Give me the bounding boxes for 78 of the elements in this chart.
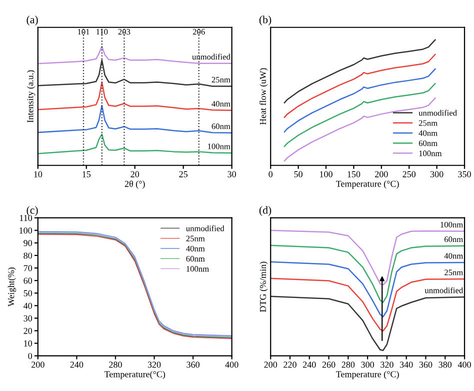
- y-tick-label: 30: [24, 315, 32, 322]
- x-tick-label: 0: [268, 171, 273, 178]
- x-tick-label: 260: [322, 362, 336, 368]
- legend-label: 40nm: [418, 130, 438, 136]
- x-tick-label: 400: [458, 362, 471, 368]
- x-tick-label: 300: [361, 362, 374, 368]
- x-tick-label: 20: [130, 171, 140, 178]
- y-tick-label: 10: [24, 340, 32, 346]
- x-tick-label: 350: [458, 171, 471, 178]
- legend-label: 100nm: [419, 150, 442, 156]
- series-label: 25nm: [444, 270, 463, 276]
- y-tick-label: 0: [28, 352, 32, 360]
- legend-label: 60nm: [186, 256, 205, 262]
- chart-title: (b): [259, 16, 272, 26]
- x-tick-label: 380: [438, 362, 452, 368]
- x-tick-label: 220: [284, 362, 296, 368]
- x-tick-label: 280: [109, 362, 122, 368]
- x-tick-label: 400: [225, 362, 238, 368]
- x-axis-title: Temperature (°C): [336, 370, 399, 380]
- series-label: 40nm: [212, 101, 230, 107]
- x-tick-label: 360: [186, 362, 200, 368]
- series-label: 100nm: [440, 222, 463, 228]
- y-tick-label: 70: [24, 265, 32, 272]
- y-tick-label: 110: [20, 214, 32, 222]
- series-label: 60nm: [212, 123, 230, 130]
- x-tick-label: 320: [148, 362, 161, 368]
- series-label: 60nm: [444, 236, 463, 242]
- x-tick-label: 200: [264, 362, 278, 368]
- y-tick-label: 40: [24, 302, 32, 309]
- chart-title: (c): [26, 206, 38, 216]
- annotation: 206: [192, 28, 205, 35]
- x-tick-label: 240: [70, 362, 84, 368]
- series-label: 25nm: [212, 76, 230, 82]
- x-tick-label: 360: [419, 362, 432, 368]
- x-tick-label: 300: [430, 171, 444, 178]
- legend-label: 60nm: [418, 140, 438, 146]
- chart-title: (d): [259, 206, 272, 216]
- y-tick-label: 90: [24, 240, 32, 246]
- y-axis-title: Weight(%): [8, 268, 16, 306]
- x-tick-label: 10: [34, 171, 42, 178]
- y-axis-title: Intensity (a.u.): [26, 70, 36, 122]
- x-tick-label: 150: [348, 171, 360, 178]
- x-tick-label: 320: [380, 362, 394, 368]
- x-tick-label: 340: [400, 362, 413, 368]
- x-axis-title: Temperature (°C): [336, 180, 399, 189]
- legend-label: unmodified: [418, 110, 457, 116]
- legend-label: 40nm: [186, 246, 205, 252]
- x-tick-label: 30: [228, 171, 236, 178]
- y-tick-label: 100: [20, 227, 32, 234]
- series-label: unmodified: [424, 287, 464, 294]
- x-axis-title: Temperature(°C): [104, 370, 166, 380]
- y-axis-title: DTG (%/min): [260, 262, 268, 312]
- y-tick-label: 20: [24, 328, 32, 334]
- legend-label: 25nm: [418, 120, 438, 126]
- x-tick-label: 200: [32, 362, 44, 368]
- y-tick-label: 60: [24, 278, 32, 284]
- legend-label: 25nm: [186, 236, 205, 242]
- x-tick-label: 50: [294, 171, 302, 178]
- x-tick-label: 25: [179, 171, 188, 178]
- x-tick-label: 200: [375, 171, 388, 178]
- x-tick-label: 240: [303, 362, 316, 368]
- y-tick-label: 50: [24, 290, 32, 296]
- y-tick-label: 80: [24, 252, 32, 259]
- chart-title: (a): [26, 16, 38, 26]
- x-tick-label: 250: [402, 171, 416, 178]
- annotation: 110: [96, 28, 108, 35]
- series-label: unmodified: [192, 54, 230, 60]
- y-axis-title: Heat flow (uW): [260, 68, 268, 125]
- annotation: 203: [118, 28, 130, 35]
- x-tick-label: 280: [342, 362, 355, 368]
- series-label: 40nm: [444, 253, 463, 259]
- legend-label: unmodified: [186, 225, 224, 232]
- legend-label: 100nm: [186, 266, 209, 272]
- annotation: 101: [78, 28, 90, 35]
- x-axis-title: 2θ (°): [124, 180, 145, 189]
- series-label: 100nm: [208, 144, 230, 150]
- x-tick-label: 15: [82, 171, 91, 178]
- x-tick-label: 100: [320, 171, 332, 178]
